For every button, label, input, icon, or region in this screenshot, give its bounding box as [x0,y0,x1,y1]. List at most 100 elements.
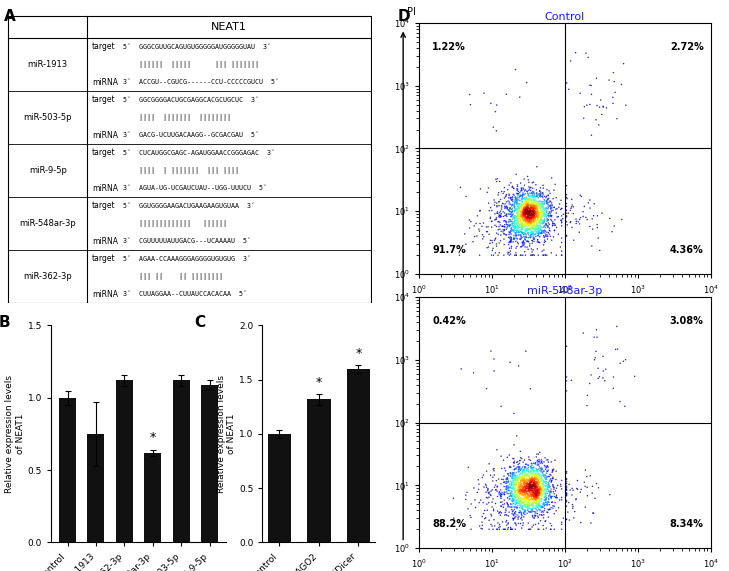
Point [526,478,537,487]
Point [523,490,534,499]
Point [453,251,465,260]
Text: 8.34%: 8.34% [670,519,703,529]
Point [464,90,475,99]
Text: *: * [149,431,156,444]
Point [495,480,507,489]
Point [512,215,523,224]
Point [529,495,541,504]
Point [526,244,537,254]
Point [525,214,537,223]
Point [525,508,537,517]
Point [504,220,516,229]
Point [522,172,534,181]
Point [520,501,531,510]
Point [535,216,547,226]
Point [520,216,531,225]
Point [514,205,526,214]
Point [528,222,539,231]
Point [539,463,551,472]
Point [504,217,515,226]
Point [486,217,498,226]
Point [516,469,528,478]
Point [533,493,545,502]
Point [531,226,542,235]
Point [503,221,515,230]
Point [581,472,593,481]
Point [555,518,567,527]
Point [507,197,519,206]
Point [540,496,552,505]
Text: |||||||||||||   ||||||: ||||||||||||| |||||| [123,220,227,227]
Point [523,199,535,208]
Point [526,211,538,220]
Point [519,497,531,506]
Point [513,465,525,474]
Point [520,208,531,218]
Point [515,204,527,214]
Point [510,503,522,512]
Point [506,491,518,500]
Point [517,202,529,211]
Point [530,212,542,222]
Point [530,480,542,489]
Point [518,497,530,506]
Point [539,485,551,494]
Point [510,230,522,239]
Point [514,485,526,494]
Point [525,224,537,234]
Point [505,235,517,244]
Point [553,503,564,512]
Point [526,492,537,501]
Point [510,473,522,482]
Point [530,481,542,490]
Point [526,473,537,482]
Point [531,478,543,488]
Point [512,199,523,208]
Point [519,488,531,497]
Point [523,479,535,488]
Point [534,203,546,212]
Point [534,457,545,466]
Point [512,211,523,220]
Point [518,486,530,496]
Point [530,499,542,508]
Point [533,202,545,211]
Point [580,465,591,475]
Point [515,179,526,188]
Point [515,220,526,229]
Point [521,499,532,508]
Point [523,494,534,504]
Text: C: C [195,315,206,329]
Point [527,228,539,237]
Point [520,469,531,478]
Point [534,478,545,488]
Point [517,211,529,220]
Point [518,479,529,488]
Point [485,520,496,529]
Point [519,466,531,475]
Point [534,475,545,484]
Point [523,196,534,206]
Point [537,202,549,211]
Point [522,489,534,498]
Point [514,503,526,512]
Point [524,214,536,223]
Point [526,492,538,501]
Point [521,214,533,223]
Point [524,217,536,226]
Point [524,484,536,493]
Point [527,464,539,473]
Text: target: target [92,202,115,211]
Point [537,480,549,489]
Point [499,226,510,235]
Point [518,204,529,213]
Point [515,473,527,482]
Point [517,481,529,490]
Point [535,484,547,493]
Point [531,499,542,508]
Point [515,207,526,216]
Point [520,489,531,498]
Point [518,495,530,504]
Point [525,201,537,210]
Point [512,215,523,224]
